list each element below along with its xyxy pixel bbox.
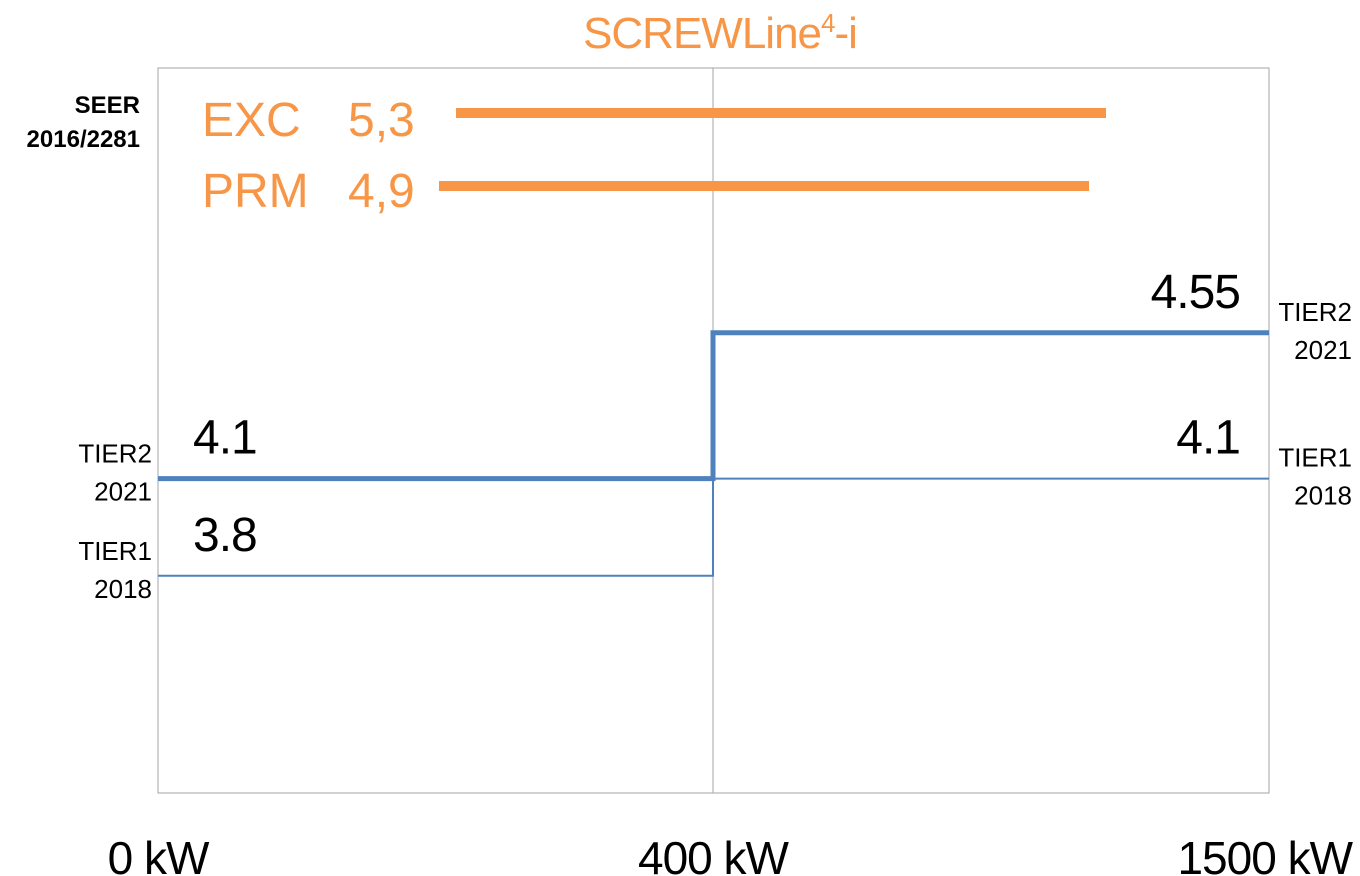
x-tick-label: 400 kW	[638, 832, 790, 876]
tier-label-right: 2021	[1294, 335, 1352, 365]
tier-step-line	[158, 330, 1269, 482]
segment-value-label: 4.55	[1151, 266, 1240, 319]
tier-label-left: 2018	[94, 574, 152, 604]
y-axis-label: 2016/2281	[27, 126, 140, 153]
tier-label-left: 2021	[94, 477, 152, 507]
y-axis-label: SEER	[75, 92, 140, 119]
chart-title: SCREWLine4-i	[0, 8, 1360, 59]
tier-label-right: TIER2	[1278, 297, 1352, 327]
segment-value-label: 4.1	[1176, 412, 1240, 465]
band-name: PRM	[202, 165, 309, 218]
tier-label-right: 2018	[1294, 481, 1352, 511]
chart-title-main: SCREWLine	[583, 9, 822, 58]
x-tick-label: 1500 kW	[1177, 832, 1353, 876]
band-name: EXC	[202, 94, 301, 147]
segment-value-label: 4.1	[193, 412, 257, 465]
band-value: 4,9	[348, 165, 415, 218]
band-value: 5,3	[348, 94, 415, 147]
chart-title-superscript: 4	[821, 8, 836, 38]
tier-label-right: TIER1	[1278, 443, 1352, 473]
tier-step-line	[158, 477, 1269, 577]
segment-value-label: 3.8	[193, 509, 257, 562]
chart-title-suffix: -i	[834, 9, 858, 58]
tier-label-left: TIER2	[78, 439, 152, 469]
x-tick-label: 0 kW	[108, 832, 210, 876]
tier-label-left: TIER1	[78, 536, 152, 566]
